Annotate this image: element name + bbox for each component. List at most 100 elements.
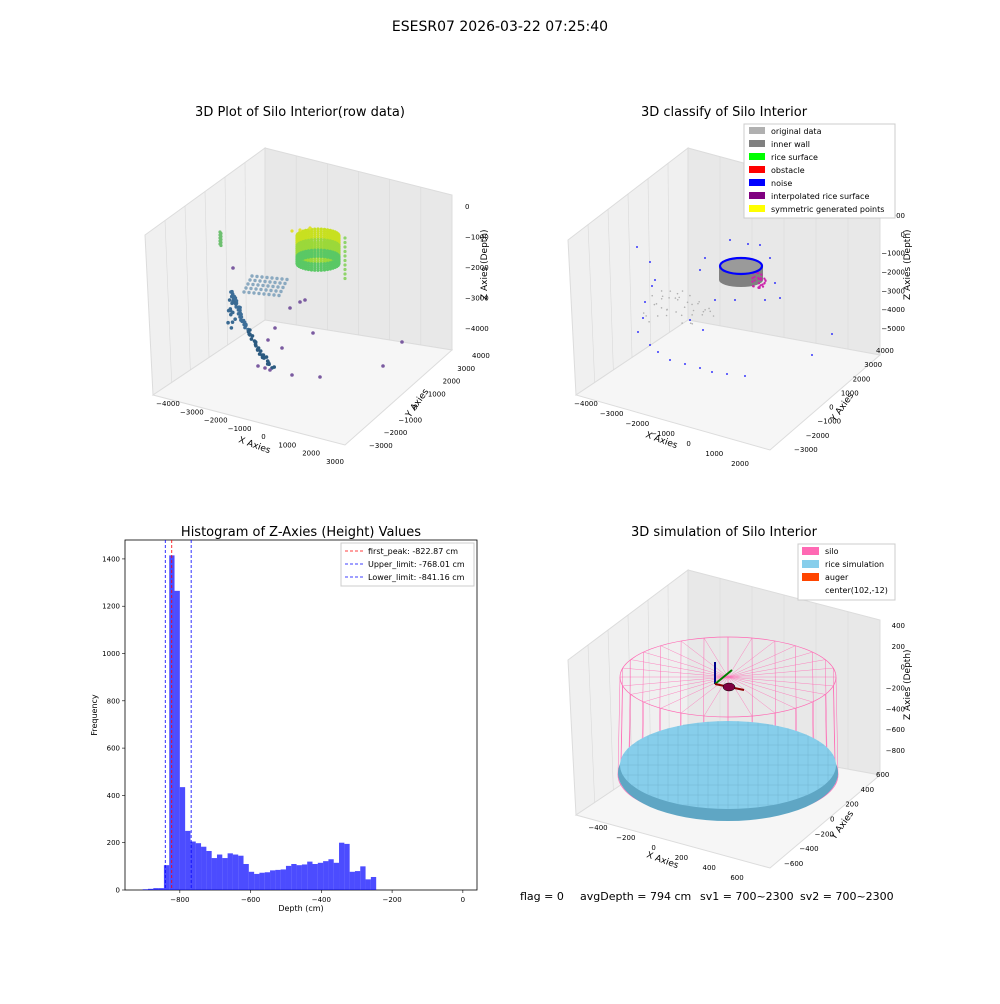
legend-label: rice surface (771, 153, 818, 162)
data-point (251, 282, 255, 287)
histogram-bar (179, 787, 186, 890)
legend-label: symmetric generated points (771, 205, 884, 214)
data-point (275, 276, 279, 281)
silo-roof-spoke (703, 637, 729, 678)
data-point (311, 331, 315, 335)
y-tick-label: 400 (107, 792, 120, 800)
noise-point (704, 257, 706, 259)
interpolated-point (760, 278, 763, 282)
noise-point (684, 363, 686, 365)
data-point (250, 274, 254, 278)
data-point (249, 286, 253, 291)
noise-point (811, 354, 813, 356)
data-point (281, 285, 285, 290)
z-tick-label: 0 (465, 203, 469, 211)
x-tick-label: −400 (588, 824, 607, 832)
gridline (204, 191, 210, 358)
gridline (627, 193, 633, 358)
panel1-point-cloud (218, 226, 404, 379)
silo-wall-line (774, 640, 776, 736)
silo-wall-line (617, 676, 621, 776)
data-point (257, 291, 261, 296)
panel-classify-3d: 3D classify of Silo Interior −4000−3000−… (567, 105, 913, 468)
legend-swatch (749, 140, 765, 147)
y-tick-label: 1000 (841, 389, 859, 397)
data-point (319, 268, 323, 272)
data-point (230, 301, 234, 306)
data-point (272, 293, 276, 297)
data-point (233, 317, 237, 321)
interpolated-point (757, 278, 761, 281)
panel3-title: Histogram of Z-Axies (Height) Values (181, 525, 421, 540)
legend-swatch (802, 547, 819, 555)
histogram-bar (349, 871, 355, 890)
silo-wall-line (659, 645, 661, 741)
z-tick-label: 0 (901, 231, 905, 239)
x-tick-label: 2000 (302, 450, 320, 458)
original-point (702, 310, 705, 313)
histogram-bar (323, 861, 329, 890)
original-point (676, 292, 679, 295)
data-point (279, 289, 283, 294)
histogram-bar (190, 841, 196, 890)
z-tick-label: −2000 (465, 264, 489, 272)
silo-roof-spoke (727, 659, 826, 678)
data-point (258, 349, 263, 353)
z-tick-label: −200 (886, 685, 905, 693)
interpolated-point (753, 275, 756, 278)
noise-point (726, 373, 728, 375)
silo-roof-spoke (630, 676, 729, 695)
x-tick-label: 200 (675, 854, 688, 862)
data-point (248, 278, 252, 282)
y-tick-label: −200 (815, 830, 834, 838)
gridline (667, 584, 670, 753)
histogram-bar (339, 842, 345, 890)
panel4-zlabel: Z Axies (Depth) (903, 649, 913, 720)
histogram-bar (307, 861, 313, 890)
z-tick-label: 400 (892, 622, 905, 630)
gridline (244, 162, 247, 333)
data-point (319, 254, 323, 258)
data-point (256, 364, 260, 368)
noise-point (764, 299, 766, 301)
silo-roof-spoke (703, 676, 729, 717)
x-tick-label: −200 (616, 834, 635, 842)
data-point (304, 267, 308, 271)
legend-label: auger (825, 573, 849, 582)
data-point (298, 228, 302, 232)
legend-swatch (749, 179, 765, 186)
inner-wall-top (719, 259, 763, 273)
data-point (301, 256, 305, 260)
legend-label: rice simulation (825, 560, 884, 569)
data-point (239, 315, 244, 319)
silo-roof-spoke (622, 667, 729, 678)
y-tick-label: −2000 (384, 429, 408, 437)
y-tick-label: −1000 (398, 416, 422, 424)
y-tick-label: −3000 (369, 442, 393, 450)
interpolated-point (751, 280, 754, 283)
z-tick-label: −600 (886, 726, 905, 734)
noise-point (729, 239, 731, 241)
data-point (273, 326, 277, 330)
legend-label: center(102,-12) (825, 586, 888, 595)
y-tick-label: 0 (413, 403, 417, 411)
figure-suptitle: ESESR07 2026-03-22 07:25:40 (392, 19, 608, 35)
original-point (709, 310, 712, 313)
data-point (343, 245, 347, 249)
data-point (265, 275, 269, 280)
z-tick-label: −2000 (881, 269, 905, 277)
legend-swatch (749, 192, 765, 199)
original-point (691, 314, 693, 316)
x-tick-label: −4000 (156, 400, 180, 408)
legend-swatch (802, 560, 819, 568)
data-point (267, 292, 271, 297)
data-point (290, 229, 294, 233)
data-point (258, 279, 262, 283)
noise-point (774, 282, 776, 284)
x-tick-label: −3000 (180, 408, 204, 416)
data-point (304, 256, 308, 260)
noise-point (759, 244, 761, 246)
legend-swatch (749, 153, 765, 160)
histogram-bar (280, 869, 286, 890)
status-line: flag = 0 avgDepth = 794 cm sv1 = 700~230… (520, 890, 894, 903)
